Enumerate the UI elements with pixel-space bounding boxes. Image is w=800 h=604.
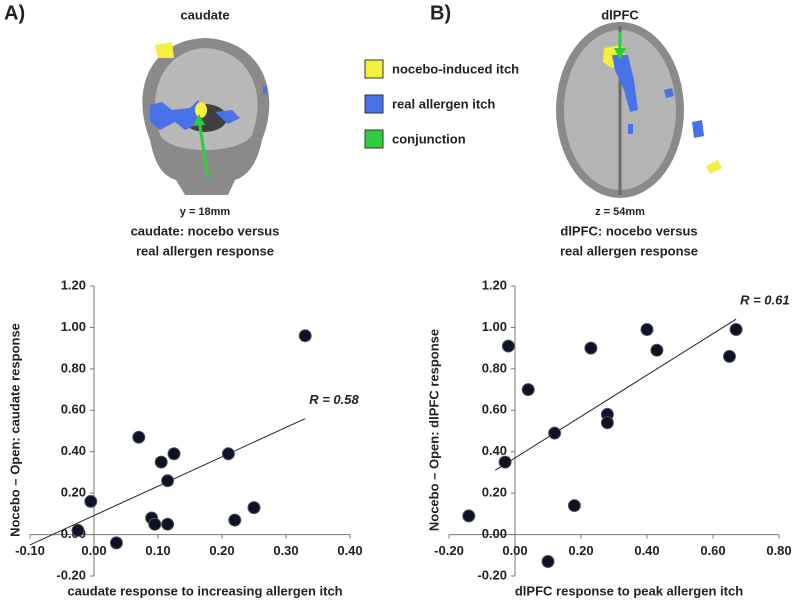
- chart-title: real allergen response: [136, 243, 274, 258]
- point: [541, 555, 555, 568]
- panel-label: A): [4, 2, 25, 24]
- x-axis-label: caudate response to increasing allergen …: [67, 583, 342, 598]
- y-tick-label: 0.40: [482, 443, 507, 458]
- point: [640, 323, 654, 336]
- point: [161, 517, 175, 531]
- annotation: R = 0.61: [740, 293, 790, 308]
- y-tick-label: 1.00: [61, 319, 86, 334]
- legend-swatch: [364, 94, 384, 114]
- y-tick-label: 0.20: [61, 485, 86, 500]
- point: [247, 501, 261, 515]
- x-tick-label: -0.20: [434, 543, 464, 558]
- point: [132, 430, 146, 444]
- point: [161, 474, 175, 488]
- point: [600, 416, 614, 430]
- x-tick-label: 0.20: [209, 543, 234, 558]
- chart-title: caudate: nocebo versus: [131, 223, 280, 238]
- x-tick-label: 0.00: [502, 543, 527, 558]
- brain-image: [556, 22, 722, 198]
- legend-label: conjunction: [392, 131, 466, 146]
- x-tick-label: 0.80: [766, 543, 791, 558]
- y-tick-label: 0.80: [482, 360, 507, 375]
- y-tick-label: 0.80: [61, 360, 86, 375]
- y-tick-label: 0.20: [482, 485, 507, 500]
- y-tick-label: 0.40: [61, 443, 86, 458]
- brain-coordinate: y = 18mm: [180, 206, 231, 218]
- point: [584, 341, 598, 355]
- y-tick-label: 1.20: [61, 277, 86, 292]
- fit-line: [494, 318, 737, 471]
- brain-title: dlPFC: [601, 7, 639, 22]
- point: [154, 455, 168, 469]
- y-tick-label: 0.60: [482, 402, 507, 417]
- brain-title: caudate: [180, 7, 229, 22]
- x-tick-label: 0.20: [568, 543, 593, 558]
- y-axis-label: Nocebo – Open: dlPFC response: [426, 329, 441, 531]
- point: [298, 329, 312, 343]
- legend-swatch: [364, 59, 384, 79]
- y-tick-label: -0.20: [56, 567, 86, 582]
- point: [221, 447, 235, 461]
- chart-title: real allergen response: [560, 243, 698, 258]
- point: [521, 383, 535, 397]
- brain-image: [130, 30, 280, 200]
- point: [567, 499, 581, 513]
- x-tick-label: 0.30: [273, 543, 298, 558]
- annotation: R = 0.58: [309, 392, 359, 407]
- legend-swatch: [364, 129, 384, 149]
- x-tick-label: 0.10: [145, 543, 170, 558]
- point: [109, 536, 123, 550]
- point: [723, 349, 736, 363]
- y-tick-label: 1.20: [482, 277, 507, 292]
- point: [650, 343, 664, 357]
- panel-label: B): [430, 2, 451, 24]
- y-tick-label: -0.20: [477, 567, 507, 582]
- point: [167, 447, 181, 461]
- point: [148, 517, 162, 531]
- x-axis-label: dlPFC response to peak allergen itch: [515, 583, 743, 598]
- chart-title: dlPFC: nocebo versus: [560, 223, 697, 238]
- x-tick-label: 0.40: [337, 543, 362, 558]
- point: [84, 494, 98, 508]
- legend-label: nocebo-induced itch: [392, 61, 519, 76]
- point: [71, 523, 85, 537]
- y-tick-label: 0.60: [61, 402, 86, 417]
- point: [548, 426, 562, 440]
- y-tick-label: 0.00: [482, 526, 507, 541]
- point: [501, 339, 515, 353]
- y-tick-label: 1.00: [482, 319, 507, 334]
- x-tick-label: 0.60: [700, 543, 725, 558]
- point: [462, 509, 476, 523]
- x-tick-label: 0.00: [81, 543, 106, 558]
- brain-coordinate: z = 54mm: [595, 206, 645, 218]
- y-axis-label: Nocebo – Open: caudate response: [7, 323, 22, 537]
- x-tick-label: -0.10: [15, 543, 45, 558]
- point: [498, 455, 512, 469]
- x-tick-label: 0.40: [634, 543, 659, 558]
- point: [228, 513, 242, 527]
- legend-label: real allergen itch: [392, 96, 495, 111]
- point: [729, 323, 743, 336]
